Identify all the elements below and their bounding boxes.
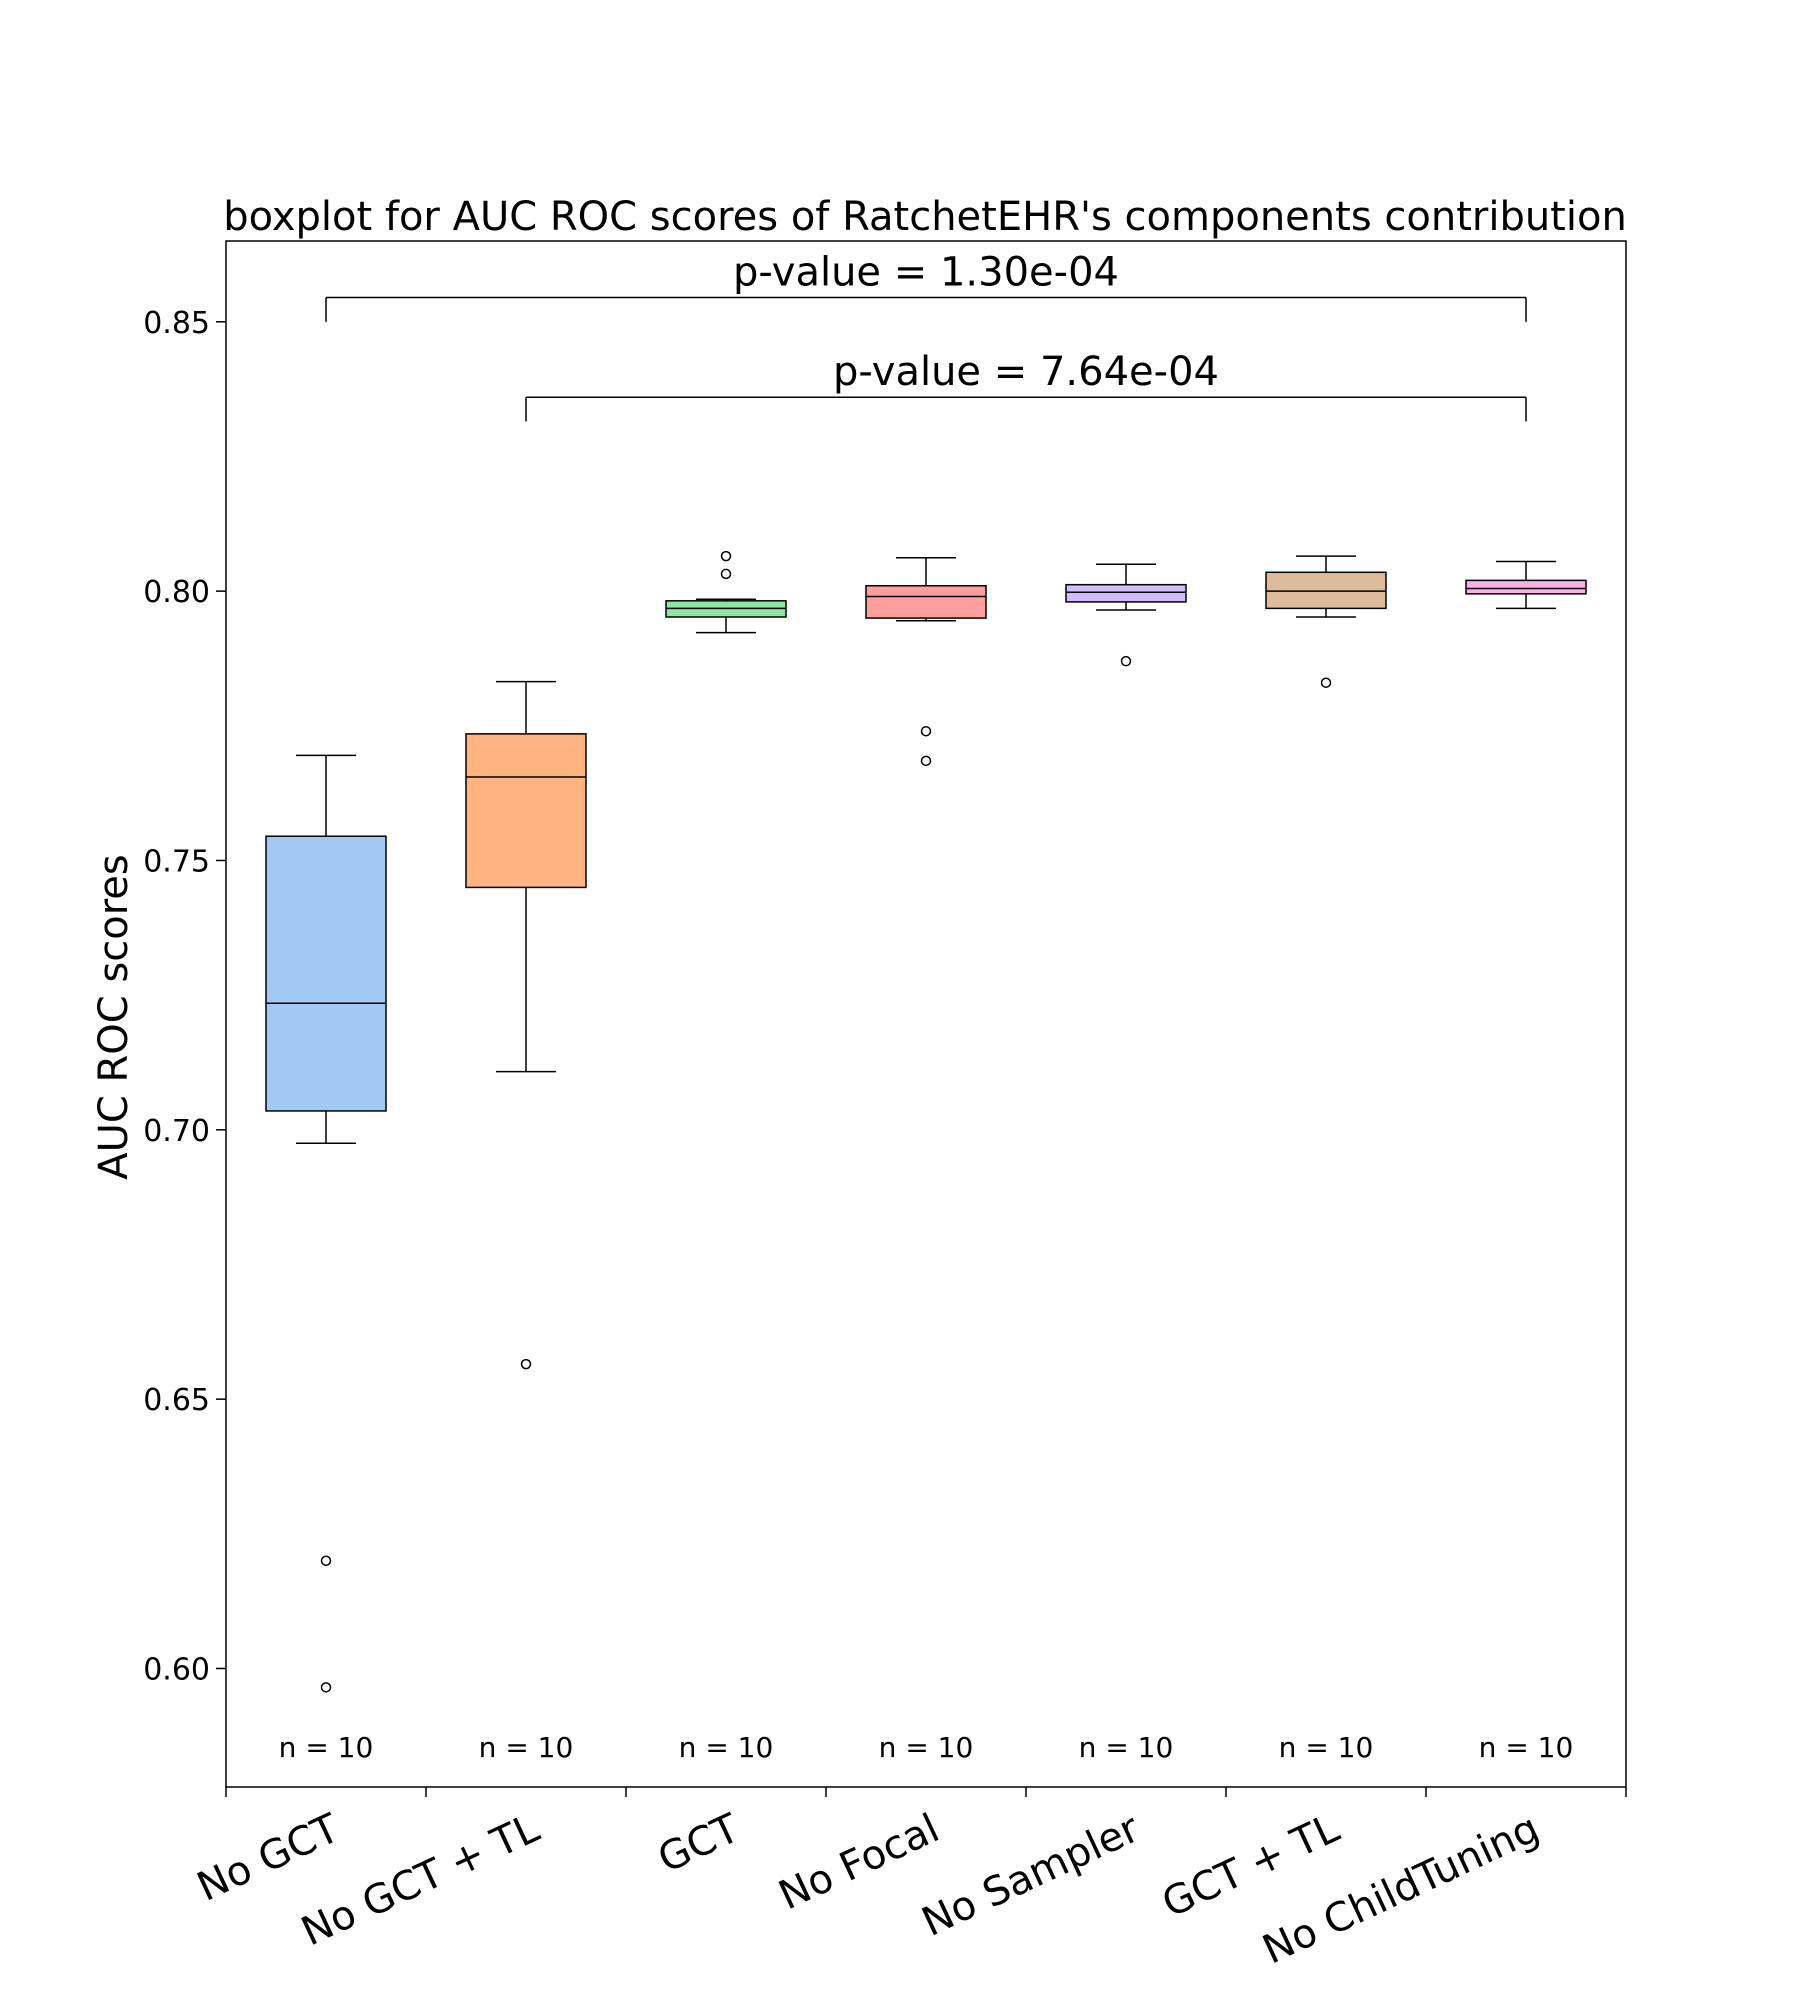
chart-title: boxplot for AUC ROC scores of RatchetEHR…: [223, 194, 1627, 240]
count-label: n = 10: [1279, 1731, 1374, 1764]
y-tick-label: 0.60: [143, 1652, 210, 1687]
outlier-point: [720, 550, 732, 562]
outlier-point: [320, 1555, 332, 1567]
significance-label: p-value = 7.64e-04: [833, 349, 1219, 395]
x-category-label: No Sampler: [915, 1805, 1147, 1946]
plot-frame: [225, 240, 1627, 1788]
x-category-label: GCT: [651, 1805, 747, 1882]
outlier-point: [520, 1358, 532, 1370]
count-label: n = 10: [1079, 1731, 1174, 1764]
box-5: [1265, 571, 1387, 610]
outlier-point: [1320, 677, 1332, 688]
box-6: [1465, 579, 1587, 595]
outlier-point: [920, 725, 932, 737]
outlier-point: [320, 1682, 332, 1693]
box-0: [265, 835, 387, 1112]
count-label: n = 10: [1479, 1731, 1574, 1764]
y-tick-label: 0.65: [143, 1383, 210, 1418]
box-4: [1065, 583, 1187, 603]
plot-area: 0.60 0.65 0.70 0.75 0.80 0.85 n = 10 No GCT n = …: [143, 250, 1627, 1973]
count-label: n = 10: [479, 1731, 574, 1764]
significance-label: p-value = 1.30e-04: [733, 250, 1119, 296]
box-1: [465, 733, 587, 889]
outlier-point: [920, 755, 932, 767]
y-axis-label: AUC ROC scores: [91, 854, 137, 1180]
y-tick-label: 0.75: [143, 844, 210, 879]
outlier-point: [1120, 655, 1132, 667]
count-label: n = 10: [679, 1731, 774, 1764]
count-label: n = 10: [279, 1731, 374, 1764]
count-label: n = 10: [879, 1731, 974, 1764]
y-tick-label: 0.70: [143, 1114, 210, 1149]
y-tick-label: 0.80: [143, 575, 210, 610]
y-tick-label: 0.85: [143, 306, 210, 341]
box-3: [865, 585, 987, 619]
x-category-label: No GCT: [190, 1805, 346, 1911]
outlier-point: [720, 568, 732, 580]
